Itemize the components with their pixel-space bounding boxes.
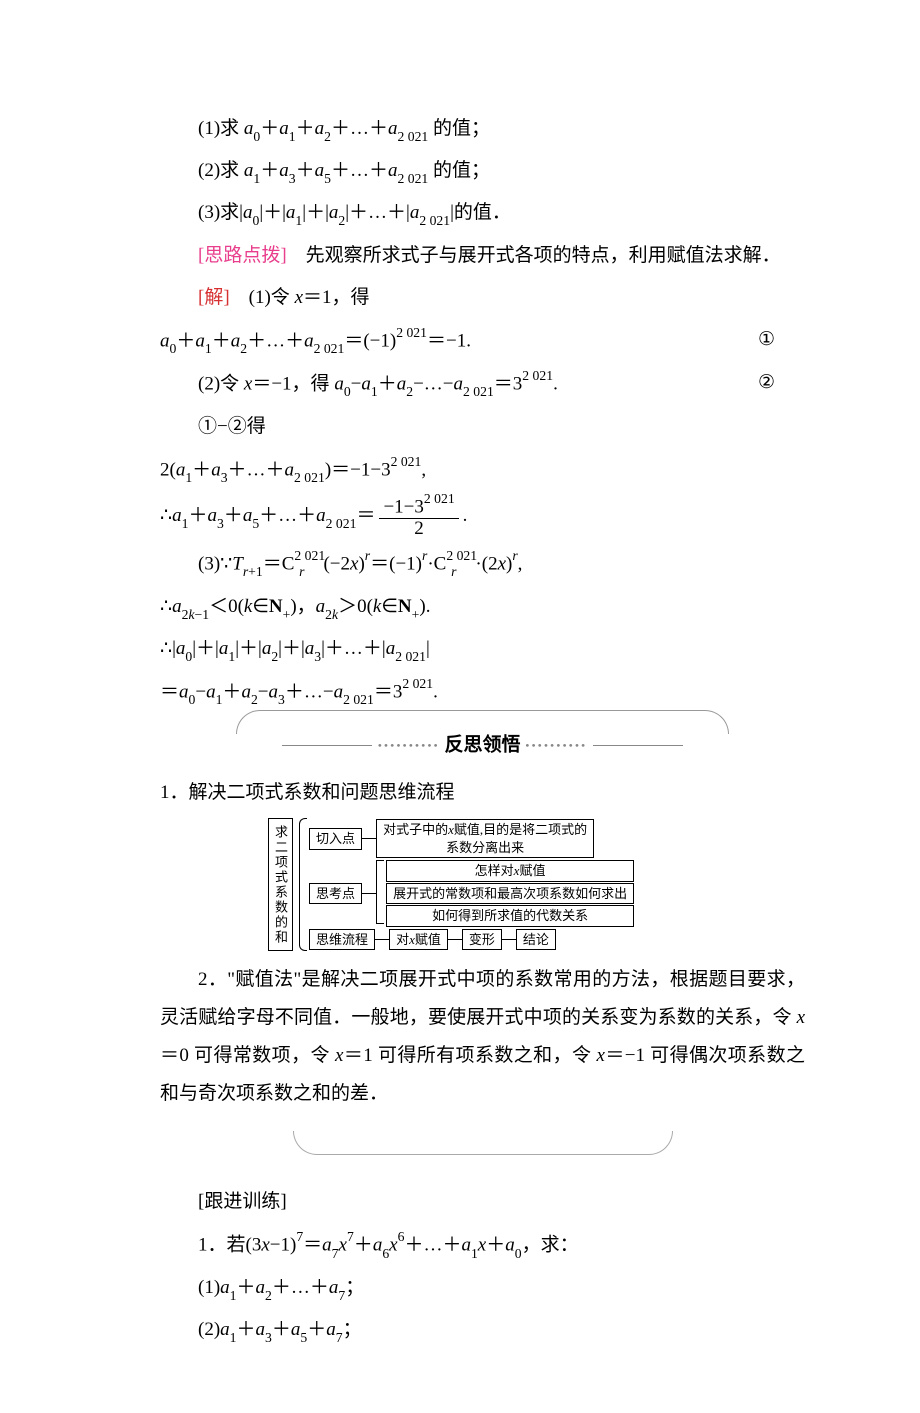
think-1: 怎样对x赋值: [386, 860, 634, 882]
solution-line-9: ＝a0−a1＋a2−a3＋…−a2 021＝32 021.: [160, 672, 805, 712]
thinking-flow-diagram: 求二项式系数的和 切入点 对式子中的x赋值,目的是将二项式的系数分离出来 思考点…: [268, 818, 698, 951]
solution-line-8: ∴|a0|＋|a1|＋|a2|＋|a3|＋…＋|a2 021|: [160, 630, 805, 668]
hint-text: 先观察所求式子与展开式各项的特点，利用赋值法求解．: [306, 245, 781, 266]
flow-2: 变形: [462, 929, 502, 951]
think-3: 如何得到所求值的代数关系: [386, 905, 634, 927]
banner-title: 反思领悟: [444, 734, 520, 755]
mark-2: ②: [720, 364, 775, 402]
solution-line-7: ∴a2k−1＜0(k∈N+)，a2k＞0(k∈N+).: [160, 588, 805, 626]
flow-1: 对x赋值: [389, 929, 448, 951]
flow-3: 结论: [516, 929, 556, 951]
node-flow: 思维流程: [309, 929, 375, 951]
solution-line-6: (3)∵Tr+1＝C2 021r (−2x)r＝(−1)r·C2 021r ·(…: [160, 544, 805, 584]
rule-2-text: 2．"赋值法"是解决二项展开式中项的系数常用的方法，根据题目要求，灵活赋给字母不…: [160, 961, 805, 1113]
followup-q1: (1)a1＋a2＋…＋a7；: [160, 1269, 805, 1307]
solution-line-5: ∴a1＋a3＋a5＋…＋a2 021＝−1−32 0212.: [160, 493, 805, 540]
solution-line-4: 2(a1＋a3＋…＋a2 021)＝−1−32 021,: [160, 450, 805, 490]
followup-q2: (2)a1＋a3＋a5＋a7；: [160, 1311, 805, 1349]
followup-label: [跟进训练]: [160, 1183, 805, 1221]
followup-stem: 1．若(3x−1)7＝a7x7＋a6x6＋…＋a1x＋a0，求：: [160, 1225, 805, 1265]
mark-1: ①: [758, 321, 775, 359]
fraction: −1−32 0212: [379, 493, 458, 540]
node-think: 思考点: [309, 883, 362, 905]
think-2: 展开式的常数项和最高次项系数如何求出: [386, 883, 634, 905]
question-2: (2)求 a1＋a3＋a5＋…＋a2 021 的值；: [160, 152, 805, 190]
hint: [思路点拨] 先观察所求式子与展开式各项的特点，利用赋值法求解．: [160, 237, 805, 275]
solution-label: [解]: [198, 287, 230, 308]
reflection-banner: •••••••••• 反思领悟 ••••••••••: [160, 726, 805, 765]
rule-1-heading: 1．解决二项式系数和问题思维流程: [160, 774, 805, 812]
solution-line-3: ①−②得: [160, 408, 805, 446]
divider-banner: [293, 1131, 673, 1161]
question-1: (1)求 a0＋a1＋a2＋…＋a2 021 的值；: [160, 110, 805, 148]
solution-line-1b: a0＋a1＋a2＋…＋a2 021＝(−1)2 021＝−1. ①: [160, 321, 805, 361]
diagram-left-label: 求二项式系数的和: [268, 818, 294, 951]
solution-line-1a: [解] (1)令 x＝1，得: [160, 279, 805, 317]
node-cut-in: 切入点: [309, 828, 362, 850]
hint-label: [思路点拨]: [198, 245, 287, 266]
question-3: (3)求|a0|＋|a1|＋|a2|＋…＋|a2 021|的值．: [160, 194, 805, 232]
solution-line-2: (2)令 x＝−1，得 a0−a1＋a2−…−a2 021＝32 021. ②: [160, 364, 805, 404]
cut-in-text: 对式子中的x赋值,目的是将二项式的系数分离出来: [376, 819, 594, 858]
